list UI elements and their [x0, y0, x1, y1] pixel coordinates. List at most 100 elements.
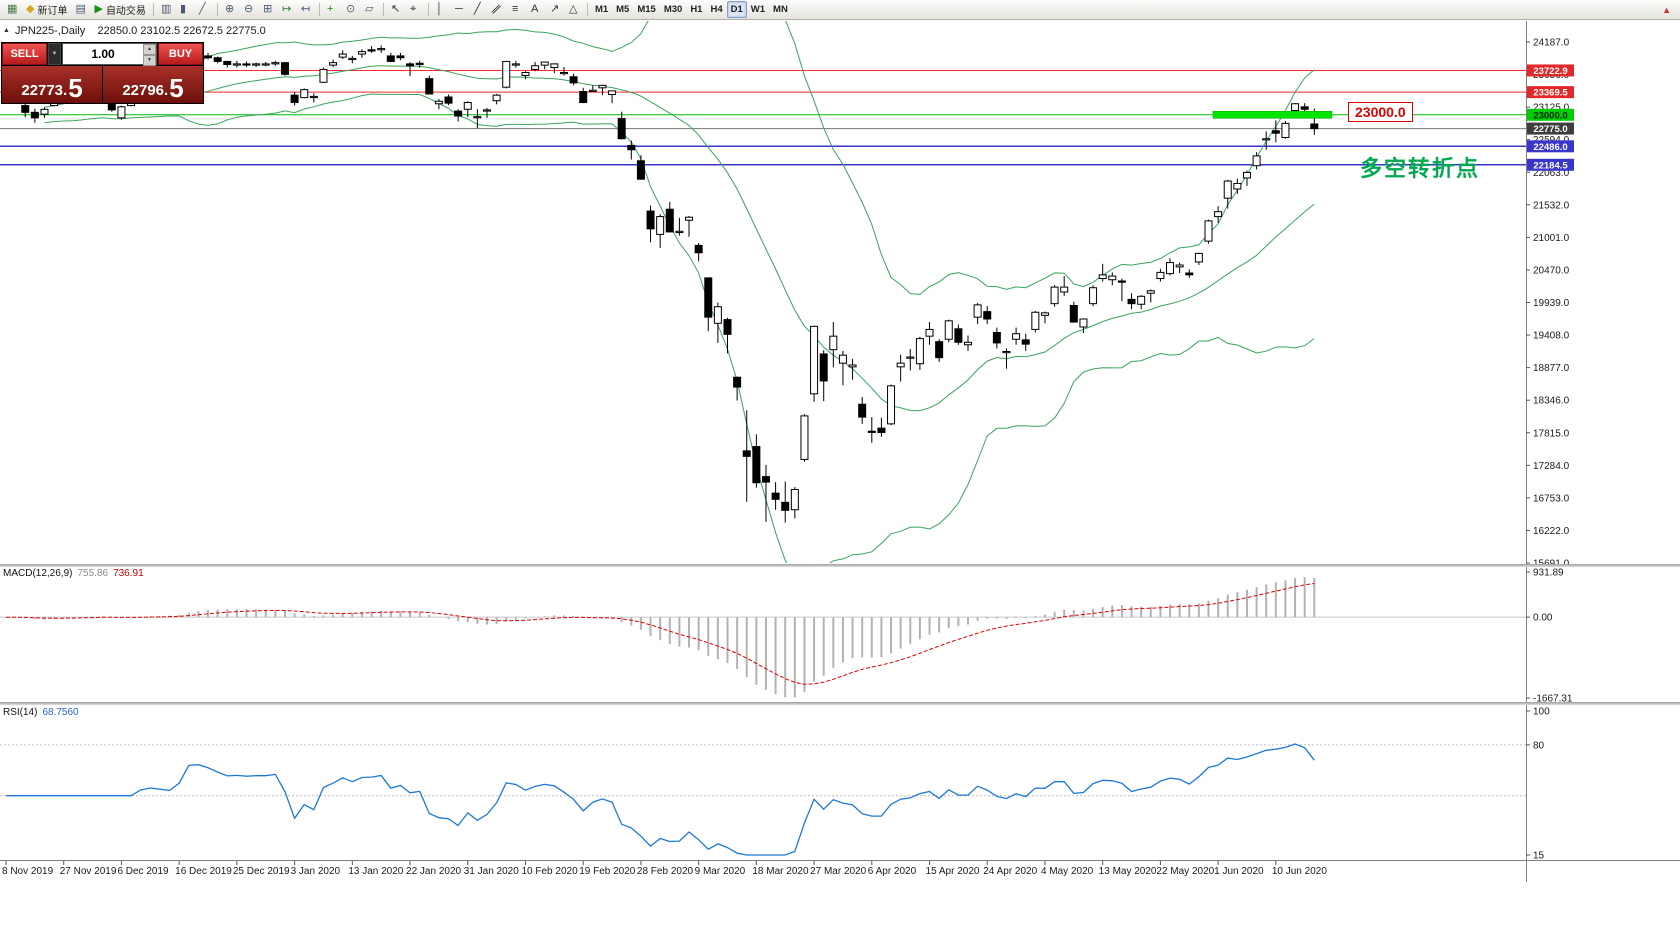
- tf-H1-button[interactable]: H1: [686, 1, 706, 18]
- svg-text:23000.0: 23000.0: [1533, 110, 1567, 121]
- svg-text:100: 100: [1533, 707, 1550, 718]
- horizontal-line-tool-button[interactable]: ─: [451, 1, 470, 18]
- fibonacci-tool-icon: ≡: [511, 3, 519, 15]
- tf-M1-label: M1: [594, 4, 609, 15]
- bollinger-upper-band[interactable]: [44, 0, 1315, 295]
- svg-text:18346.0: 18346.0: [1533, 396, 1570, 407]
- stepper-up-icon[interactable]: ▲: [143, 44, 156, 55]
- svg-text:22775.0: 22775.0: [1533, 124, 1567, 135]
- rsi-panel-separator[interactable]: [0, 702, 1680, 705]
- svg-text:31 Jan 2020: 31 Jan 2020: [464, 866, 519, 877]
- turning-point-annotation[interactable]: 多空转折点: [1360, 156, 1481, 181]
- channel-tool-button[interactable]: ∥: [489, 1, 508, 18]
- rsi-indicator-label: RSI(14) 68.7560: [3, 707, 79, 718]
- svg-text:23125.0: 23125.0: [1533, 103, 1570, 114]
- shapes-tool-button[interactable]: △: [565, 1, 584, 18]
- arrow-tool-button[interactable]: ↗: [546, 1, 565, 18]
- trendline-tool-button[interactable]: ╱: [470, 1, 489, 18]
- period-settings-icon: ⊙: [345, 3, 356, 15]
- tf-M30-label: M30: [663, 4, 683, 15]
- sell-price-tile[interactable]: 22773. 5: [2, 66, 103, 103]
- support-price-label[interactable]: 23000.0: [1348, 102, 1413, 122]
- auto-trading-label: 自动交易: [105, 6, 146, 17]
- chart-profiles-button[interactable]: ▤: [71, 1, 90, 18]
- svg-text:18 Mar 2020: 18 Mar 2020: [752, 866, 809, 877]
- new-chart-button[interactable]: ▦: [3, 1, 22, 18]
- svg-text:9 Mar 2020: 9 Mar 2020: [695, 866, 746, 877]
- tile-windows-icon: ⊞: [262, 3, 273, 15]
- tf-D1-button[interactable]: D1: [726, 1, 747, 18]
- buy-button[interactable]: BUY: [158, 43, 203, 65]
- new-order-icon: ◆: [26, 3, 35, 15]
- svg-text:27 Nov 2019: 27 Nov 2019: [60, 866, 117, 877]
- svg-text:24187.0: 24187.0: [1533, 38, 1570, 49]
- text-tool-button[interactable]: A: [527, 1, 546, 18]
- indicators-list-button[interactable]: +: [323, 1, 342, 18]
- tile-windows-button[interactable]: ⊞: [259, 1, 278, 18]
- svg-text:19408.0: 19408.0: [1533, 331, 1570, 342]
- vertical-line-tool-button[interactable]: │: [432, 1, 451, 18]
- shapes-tool-icon: △: [568, 3, 578, 15]
- svg-text:6 Apr 2020: 6 Apr 2020: [868, 866, 917, 877]
- crosshair-tool-button[interactable]: ⌖: [406, 1, 425, 18]
- bollinger-lower-band[interactable]: [44, 93, 1315, 577]
- svg-text:8 Nov 2019: 8 Nov 2019: [2, 866, 54, 877]
- support-zone-bar[interactable]: [1212, 111, 1333, 119]
- zoom-in-icon: ⊕: [224, 3, 235, 15]
- svg-text:80: 80: [1533, 740, 1545, 751]
- macd-main-value: 755.86: [77, 568, 109, 579]
- auto-scroll-button[interactable]: ↦: [278, 1, 297, 18]
- cursor-tool-icon: ↖: [390, 3, 401, 15]
- svg-text:22063.0: 22063.0: [1533, 168, 1570, 179]
- tf-M15-button[interactable]: M15: [633, 1, 659, 18]
- tf-M1-button[interactable]: M1: [591, 1, 612, 18]
- period-settings-button[interactable]: ⊙: [342, 1, 361, 18]
- buy-price-tile[interactable]: 22796. 5: [103, 66, 203, 103]
- svg-text:24 Apr 2020: 24 Apr 2020: [983, 866, 1037, 877]
- sell-button[interactable]: SELL: [2, 43, 47, 65]
- tf-M30-button[interactable]: M30: [660, 1, 686, 18]
- stepper-down-icon[interactable]: ▼: [143, 55, 156, 66]
- tf-H4-label: H4: [710, 4, 723, 15]
- macd-panel-separator[interactable]: [0, 564, 1680, 567]
- templates-button[interactable]: ▱: [361, 1, 380, 18]
- candlestick-mode-button[interactable]: ▮: [176, 1, 195, 18]
- time-axis[interactable]: 8 Nov 2019 27 Nov 2019 6 Dec 2019 16 Dec 20…: [2, 861, 1327, 877]
- tf-H4-button[interactable]: H4: [706, 1, 726, 18]
- tf-W1-button[interactable]: W1: [747, 1, 769, 18]
- tf-MN-button[interactable]: MN: [769, 1, 792, 18]
- fibonacci-tool-button[interactable]: ≡: [508, 1, 527, 18]
- indicators-list-icon: +: [326, 3, 334, 15]
- chart-shift-button[interactable]: ↤: [297, 1, 316, 18]
- buy-price-pip: 5: [169, 73, 184, 104]
- zoom-out-button[interactable]: ⊖: [240, 1, 259, 18]
- order-options-dropdown[interactable]: ▼: [48, 43, 61, 65]
- line-chart-mode-button[interactable]: ╱: [195, 1, 214, 18]
- one-click-expander-icon[interactable]: ▲: [3, 27, 10, 34]
- zoom-in-button[interactable]: ⊕: [221, 1, 240, 18]
- svg-text:16753.0: 16753.0: [1533, 493, 1570, 504]
- svg-text:0.00: 0.00: [1533, 613, 1553, 624]
- svg-text:16 Dec 2019: 16 Dec 2019: [175, 866, 232, 877]
- tf-M15-label: M15: [637, 4, 656, 15]
- macd-axis[interactable]: 931.89 0.00 -1667.31: [1526, 568, 1573, 705]
- volume-input[interactable]: [63, 44, 143, 64]
- toolbar-separator: [382, 3, 384, 16]
- new-order-button[interactable]: ◆ 新订单: [22, 1, 71, 18]
- cursor-tool-button[interactable]: ↖: [387, 1, 406, 18]
- new-order-label: 新订单: [37, 6, 68, 17]
- bar-chart-mode-button[interactable]: ▥: [157, 1, 176, 18]
- alert-marker-icon[interactable]: ▲: [1662, 4, 1671, 15]
- rsi-axis[interactable]: 100 80 15: [1526, 707, 1550, 862]
- tf-M5-button[interactable]: M5: [612, 1, 633, 18]
- bollinger-middle-band[interactable]: [44, 65, 1315, 412]
- svg-text:22 Jan 2020: 22 Jan 2020: [406, 866, 461, 877]
- auto-trading-button[interactable]: ▶ 自动交易: [90, 1, 149, 18]
- candlestick-series: [2, 45, 1319, 523]
- price-axis[interactable]: 24187.023656.023125.022594.022063.021532…: [1526, 38, 1574, 570]
- svg-text:1 Jun 2020: 1 Jun 2020: [1214, 866, 1264, 877]
- svg-text:13 May 2020: 13 May 2020: [1099, 866, 1157, 877]
- macd-name: MACD(12,26,9): [3, 568, 73, 579]
- main-chart-panel[interactable]: [0, 0, 1526, 577]
